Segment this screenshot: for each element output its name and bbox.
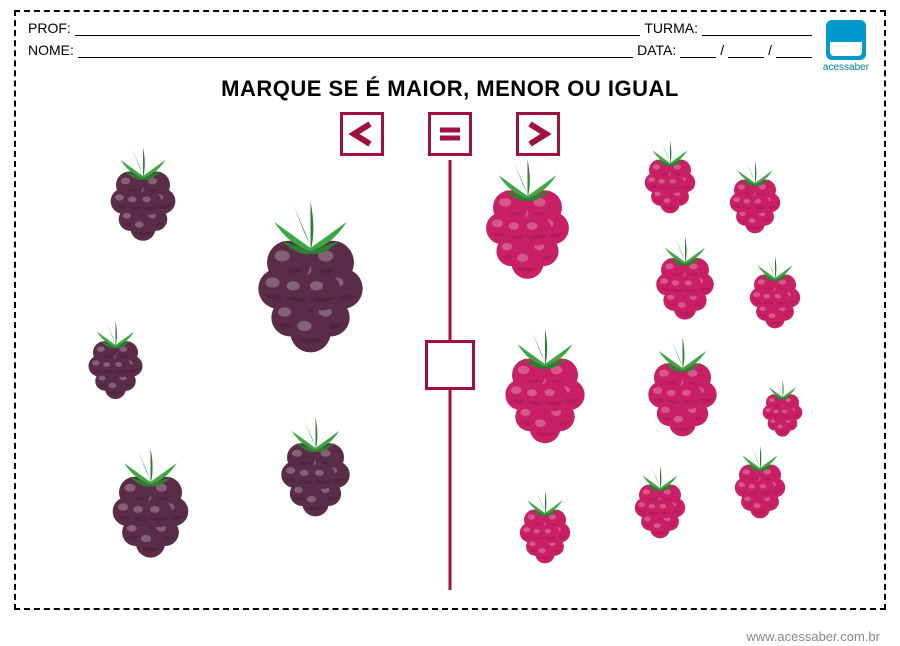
raspberry-icon [635, 330, 730, 444]
raspberry-icon [740, 250, 810, 334]
logo: acessaber [820, 20, 872, 73]
symbol-equals[interactable] [428, 112, 472, 156]
prof-line[interactable] [75, 22, 641, 36]
blackberry-icon [268, 410, 363, 524]
prof-label: PROF: [28, 20, 71, 36]
logo-text: acessaber [820, 62, 872, 73]
footer-url: www.acessaber.com.br [746, 629, 880, 644]
data-m[interactable] [728, 44, 764, 58]
raspberry-icon [635, 135, 705, 219]
raspberry-icon [755, 375, 810, 441]
lt-icon [348, 120, 376, 148]
worksheet-page: acessaber PROF: TURMA: NOME: DATA: // MA… [14, 10, 886, 610]
header-row-1: PROF: TURMA: [28, 20, 872, 36]
raspberry-icon [510, 485, 580, 569]
nome-line[interactable] [78, 44, 633, 58]
raspberry-icon [725, 440, 795, 524]
blackberry-icon [238, 190, 383, 364]
raspberry-icon [625, 460, 695, 544]
raspberry-icon [720, 155, 790, 239]
blackberry-icon [98, 440, 203, 566]
comparison-area [68, 160, 832, 590]
data-y[interactable] [776, 44, 812, 58]
data-label: DATA: [637, 42, 676, 58]
gt-icon [524, 120, 552, 148]
header-row-2: NOME: DATA: // [28, 42, 872, 58]
turma-label: TURMA: [644, 20, 698, 36]
blackberry-icon [78, 315, 153, 405]
data-d[interactable] [680, 44, 716, 58]
raspberry-icon [490, 320, 600, 452]
symbol-less-than[interactable] [340, 112, 384, 156]
nome-label: NOME: [28, 42, 74, 58]
raspberry-icon [645, 230, 725, 326]
right-group [450, 160, 832, 590]
logo-icon [826, 20, 866, 60]
blackberry-icon [98, 140, 188, 248]
page-title: MARQUE SE É MAIOR, MENOR OU IGUAL [28, 76, 872, 102]
raspberry-icon [470, 150, 585, 288]
left-group [68, 160, 450, 590]
turma-line[interactable] [702, 22, 812, 36]
eq-icon [436, 120, 464, 148]
